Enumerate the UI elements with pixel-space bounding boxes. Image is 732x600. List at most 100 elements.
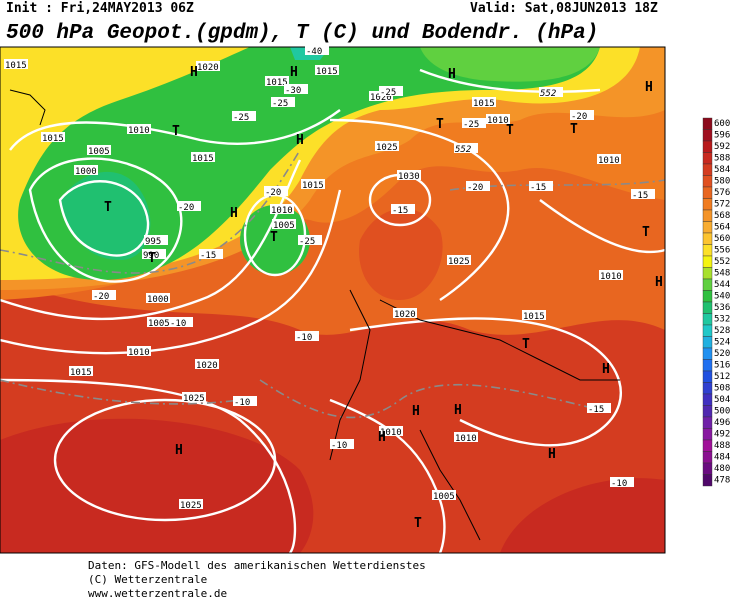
isobar-label: 1010	[598, 156, 620, 166]
height-label: 552	[540, 89, 556, 99]
colorbar-swatch	[702, 382, 713, 395]
label-box	[177, 201, 201, 211]
isobar-label: 1020	[196, 361, 218, 371]
isobar-label: 1005	[148, 319, 170, 329]
isotherm-label: -25	[233, 113, 249, 123]
label-box	[147, 317, 171, 327]
label-box	[87, 145, 111, 155]
label-box	[305, 45, 329, 55]
label-box	[375, 141, 399, 151]
colorbar-swatch	[702, 209, 713, 222]
pressure-center: T	[570, 122, 578, 137]
map-labels: 1015 1020 1015 1015 1020 1015 1010 1010 1015 1005…	[4, 45, 663, 531]
colorbar-swatch	[702, 428, 713, 441]
colorbar-label: 516	[714, 361, 730, 371]
pressure-center: H	[645, 80, 653, 95]
label-box	[127, 346, 151, 356]
isobar-label: 1005	[433, 492, 455, 502]
colorbar-label: 478	[714, 476, 730, 486]
isobar-label: 1020	[370, 93, 392, 103]
isobar-label: 1030	[398, 172, 420, 182]
label-box	[472, 97, 496, 107]
label-box	[599, 270, 623, 280]
isotherm-label: -25	[463, 120, 479, 130]
label-box	[330, 439, 354, 449]
isobar-label: 1015	[302, 181, 324, 191]
label-box	[391, 204, 415, 214]
isotherm-label: -10	[234, 398, 250, 408]
height-label: 552	[455, 145, 471, 155]
isobar-label: 1020	[394, 310, 416, 320]
label-box	[454, 143, 478, 153]
colorbar-label: 528	[714, 326, 730, 336]
label-box	[179, 499, 203, 509]
label-box	[454, 432, 478, 442]
label-box	[397, 170, 421, 180]
colorbar-swatch	[702, 336, 713, 349]
isotherm-label: -15	[200, 251, 216, 261]
colorbar-swatch	[702, 474, 713, 487]
colorbar-swatch	[702, 267, 713, 280]
label-box	[466, 181, 490, 191]
label-box	[597, 154, 621, 164]
label-box	[284, 84, 308, 94]
pressure-center: T	[148, 251, 156, 266]
label-box	[74, 165, 98, 175]
label-box	[41, 132, 65, 142]
colorbar-swatch	[702, 152, 713, 165]
pressure-center: T	[270, 230, 278, 245]
footer-line: Daten: GFS-Modell des amerikanischen Wet…	[88, 559, 426, 572]
label-box	[295, 331, 319, 341]
colorbar-label: 496	[714, 418, 730, 428]
map	[0, 47, 665, 553]
colorbar-label: 480	[714, 464, 730, 474]
isobar-label: 1000	[75, 167, 97, 177]
label-box	[195, 359, 219, 369]
isobar-label: 995	[145, 237, 161, 247]
colorbar-swatch	[702, 140, 713, 153]
isobar-label: 1025	[183, 394, 205, 404]
label-box	[233, 396, 257, 406]
label-box	[92, 290, 116, 300]
isotherm-label: -15	[588, 405, 604, 415]
isotherm-label: -25	[299, 237, 315, 247]
colorbar-label: 484	[714, 453, 730, 463]
label-box	[570, 110, 594, 120]
isobar-label: 1005	[273, 221, 295, 231]
label-box	[379, 86, 403, 96]
pressure-center: T	[172, 124, 180, 139]
pressure-center: T	[436, 117, 444, 132]
pressure-center: H	[448, 67, 456, 82]
colorbar-label: 568	[714, 211, 730, 221]
isobar-label: 1025	[376, 143, 398, 153]
colorbar-swatch	[702, 232, 713, 245]
pressure-center: H	[548, 447, 556, 462]
label-box	[486, 114, 510, 124]
colorbar-label: 580	[714, 177, 730, 187]
label-box	[301, 179, 325, 189]
pressure-center: H	[175, 443, 183, 458]
colorbar-label: 556	[714, 246, 730, 256]
isotherm-label: -20	[178, 203, 194, 213]
colorbar-swatch	[702, 347, 713, 360]
label-box	[529, 181, 553, 191]
colorbar-label: 560	[714, 234, 730, 244]
colorbar-swatch	[702, 255, 713, 268]
colorbar-swatch	[702, 278, 713, 291]
label-box	[199, 249, 223, 259]
colorbar-label: 520	[714, 349, 730, 359]
isobar-label: 1015	[473, 99, 495, 109]
colorbar-swatch	[702, 198, 713, 211]
colorbar-label: 532	[714, 315, 730, 325]
colorbar-swatch	[702, 129, 713, 142]
isotherm-label: -30	[285, 86, 301, 96]
isotherm-label: -10	[611, 479, 627, 489]
colorbar-label: 584	[714, 165, 730, 175]
label-box	[169, 317, 193, 327]
pressure-center: T	[642, 225, 650, 240]
colorbar-swatch	[702, 301, 713, 314]
map-frame	[0, 46, 666, 554]
colorbar-label: 596	[714, 131, 730, 141]
label-box	[4, 59, 28, 69]
